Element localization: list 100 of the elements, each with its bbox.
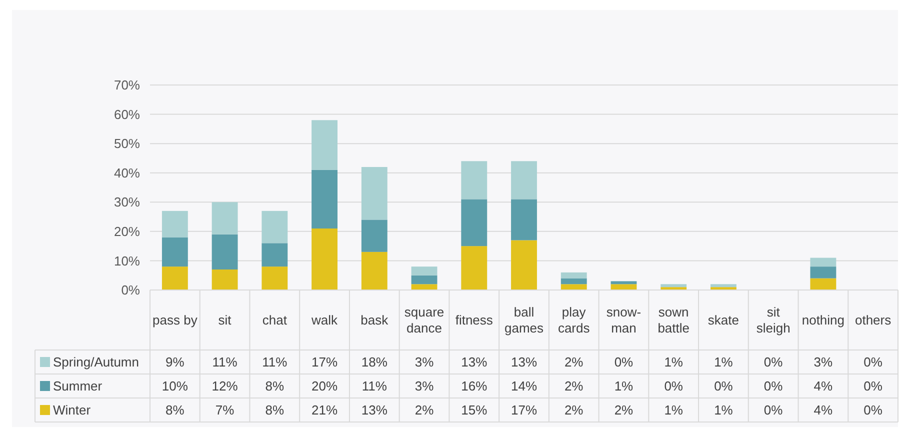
data-label: 2%	[564, 378, 584, 394]
y-tick-label: 20%	[114, 224, 140, 239]
data-label: 8%	[265, 378, 284, 394]
data-label: 11%	[362, 378, 388, 394]
y-tick-label: 60%	[114, 106, 140, 122]
data-label: 3%	[414, 354, 434, 370]
data-label: 0%	[764, 402, 784, 418]
bar	[461, 161, 488, 200]
data-label: 0%	[864, 378, 883, 394]
bar	[560, 278, 587, 284]
bar	[262, 243, 288, 267]
data-label: 2%	[414, 402, 434, 418]
data-label: 1%	[614, 378, 634, 394]
data-label: 13%	[361, 402, 388, 418]
data-label: 16%	[461, 378, 488, 394]
data-label: 8%	[265, 402, 284, 418]
bar	[461, 246, 488, 290]
data-label: 3%	[814, 354, 834, 370]
bar	[610, 284, 637, 290]
bar	[710, 284, 736, 288]
data-label: 3%	[414, 378, 434, 394]
data-label: 4%	[814, 402, 834, 418]
data-label: 11%	[212, 354, 238, 370]
legend-label: Summer	[53, 378, 103, 394]
bar	[660, 284, 687, 288]
data-label: 1%	[714, 402, 734, 418]
x-tick-label: fitness	[455, 312, 494, 328]
bar	[162, 237, 188, 267]
bar	[312, 170, 338, 228]
data-label: 2%	[564, 402, 584, 418]
data-label: 1%	[714, 354, 734, 370]
bar	[461, 199, 488, 246]
data-label: 0%	[864, 354, 883, 370]
bar	[212, 234, 238, 270]
x-tick-label: skate	[708, 312, 740, 328]
x-tick-label: bask	[360, 312, 389, 328]
bar	[262, 266, 288, 290]
bar	[212, 270, 238, 290]
x-tick-label: sown battle	[658, 304, 690, 336]
data-label: 17%	[510, 402, 538, 418]
y-tick-label: 40%	[114, 165, 140, 180]
data-label: 0%	[614, 354, 634, 370]
y-tick-label: 30%	[114, 194, 140, 210]
data-label: 1%	[664, 402, 684, 418]
y-tick-label: 0%	[121, 282, 140, 298]
data-label: 17%	[312, 354, 338, 370]
x-tick-label: nothing	[802, 312, 845, 328]
bar	[312, 120, 338, 170]
x-tick-label: sit	[218, 312, 232, 328]
data-label: 0%	[664, 378, 684, 394]
data-label: 9%	[166, 354, 185, 370]
bar	[312, 228, 338, 290]
y-tick-label: 10%	[114, 253, 140, 268]
data-label: 14%	[510, 378, 538, 394]
y-tick-label: 70%	[114, 78, 140, 93]
data-label: 2%	[614, 402, 634, 418]
bar	[162, 210, 188, 238]
bar	[610, 281, 637, 284]
bar	[511, 161, 537, 200]
data-label: 0%	[714, 378, 734, 394]
bar	[361, 220, 388, 252]
bar	[411, 266, 438, 276]
x-tick-label: play cards	[558, 304, 590, 336]
x-tick-label: square dance	[404, 304, 444, 336]
legend-label: Winter	[53, 402, 92, 418]
data-label: 12%	[212, 378, 238, 394]
legend-label: Spring/Autumn	[53, 354, 139, 370]
bar	[810, 258, 836, 267]
data-label: 21%	[312, 402, 338, 418]
bar	[361, 167, 388, 220]
data-label: 7%	[215, 402, 235, 418]
data-label: 20%	[312, 378, 338, 394]
data-label: 0%	[764, 378, 784, 394]
bar	[212, 202, 238, 234]
x-tick-label: sit sleigh	[756, 304, 790, 336]
data-label: 11%	[262, 354, 288, 370]
data-label: 10%	[162, 378, 188, 394]
data-label: 2%	[564, 354, 584, 370]
y-tick-label: 50%	[114, 136, 140, 152]
bar	[411, 275, 438, 284]
data-label: 0%	[864, 402, 883, 418]
data-label: 0%	[764, 354, 784, 370]
bar	[162, 266, 188, 290]
bar	[511, 199, 537, 240]
bar	[511, 240, 537, 290]
bar	[810, 266, 836, 278]
x-tick-label: pass by	[152, 312, 198, 328]
data-label: 13%	[461, 354, 488, 370]
bar	[361, 252, 388, 290]
x-tick-label: others	[854, 312, 892, 328]
x-tick-label: walk	[310, 312, 338, 328]
data-label: 1%	[664, 354, 684, 370]
data-label: 4%	[814, 378, 834, 394]
data-label: 13%	[510, 354, 538, 370]
bar	[560, 272, 587, 278]
data-label: 8%	[166, 402, 185, 418]
x-tick-label: snow-man	[606, 304, 642, 336]
bar	[810, 278, 836, 290]
x-tick-label: chat	[262, 312, 288, 328]
bar	[560, 284, 587, 290]
